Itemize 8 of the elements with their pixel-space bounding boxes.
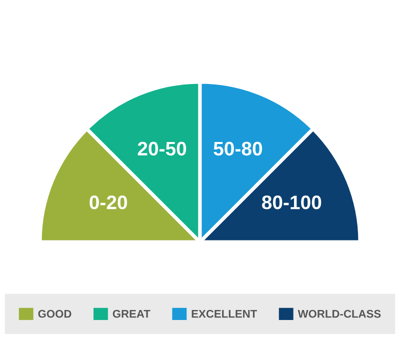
legend-label: WORLD-CLASS bbox=[298, 310, 381, 318]
legend-label: GREAT bbox=[112, 310, 150, 318]
data-label: 50-80 bbox=[214, 142, 262, 156]
data-label: 0-20 bbox=[90, 195, 128, 210]
legend-label: GOOD bbox=[38, 310, 72, 318]
legend-label: EXCELLENT bbox=[192, 310, 258, 318]
data-label: 20-50 bbox=[138, 142, 186, 156]
data-label: 80-100 bbox=[262, 195, 322, 210]
